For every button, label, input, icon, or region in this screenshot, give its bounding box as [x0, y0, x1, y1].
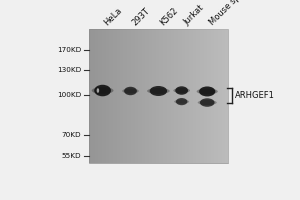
Ellipse shape — [173, 88, 190, 93]
Ellipse shape — [92, 87, 113, 94]
Ellipse shape — [176, 98, 188, 105]
Text: 170KD: 170KD — [57, 47, 81, 53]
Ellipse shape — [150, 86, 167, 96]
Ellipse shape — [174, 99, 189, 104]
Ellipse shape — [124, 87, 137, 95]
Ellipse shape — [200, 98, 214, 107]
Text: 100KD: 100KD — [57, 92, 81, 98]
Text: Jurkat: Jurkat — [182, 3, 205, 27]
Ellipse shape — [196, 88, 218, 94]
Text: 55KD: 55KD — [61, 153, 81, 159]
Text: ARHGEF1: ARHGEF1 — [235, 91, 275, 100]
Ellipse shape — [122, 88, 139, 94]
Text: Mouse spleen: Mouse spleen — [207, 0, 255, 27]
Text: HeLa: HeLa — [103, 6, 124, 27]
Ellipse shape — [94, 85, 111, 96]
Text: 293T: 293T — [130, 6, 152, 27]
Text: 70KD: 70KD — [61, 132, 81, 138]
Ellipse shape — [175, 86, 188, 95]
Ellipse shape — [198, 100, 217, 105]
Text: 130KD: 130KD — [57, 67, 81, 73]
Text: K562: K562 — [158, 6, 180, 27]
Bar — [89, 29, 228, 163]
Ellipse shape — [147, 88, 170, 94]
Ellipse shape — [97, 88, 99, 93]
Ellipse shape — [199, 86, 215, 96]
